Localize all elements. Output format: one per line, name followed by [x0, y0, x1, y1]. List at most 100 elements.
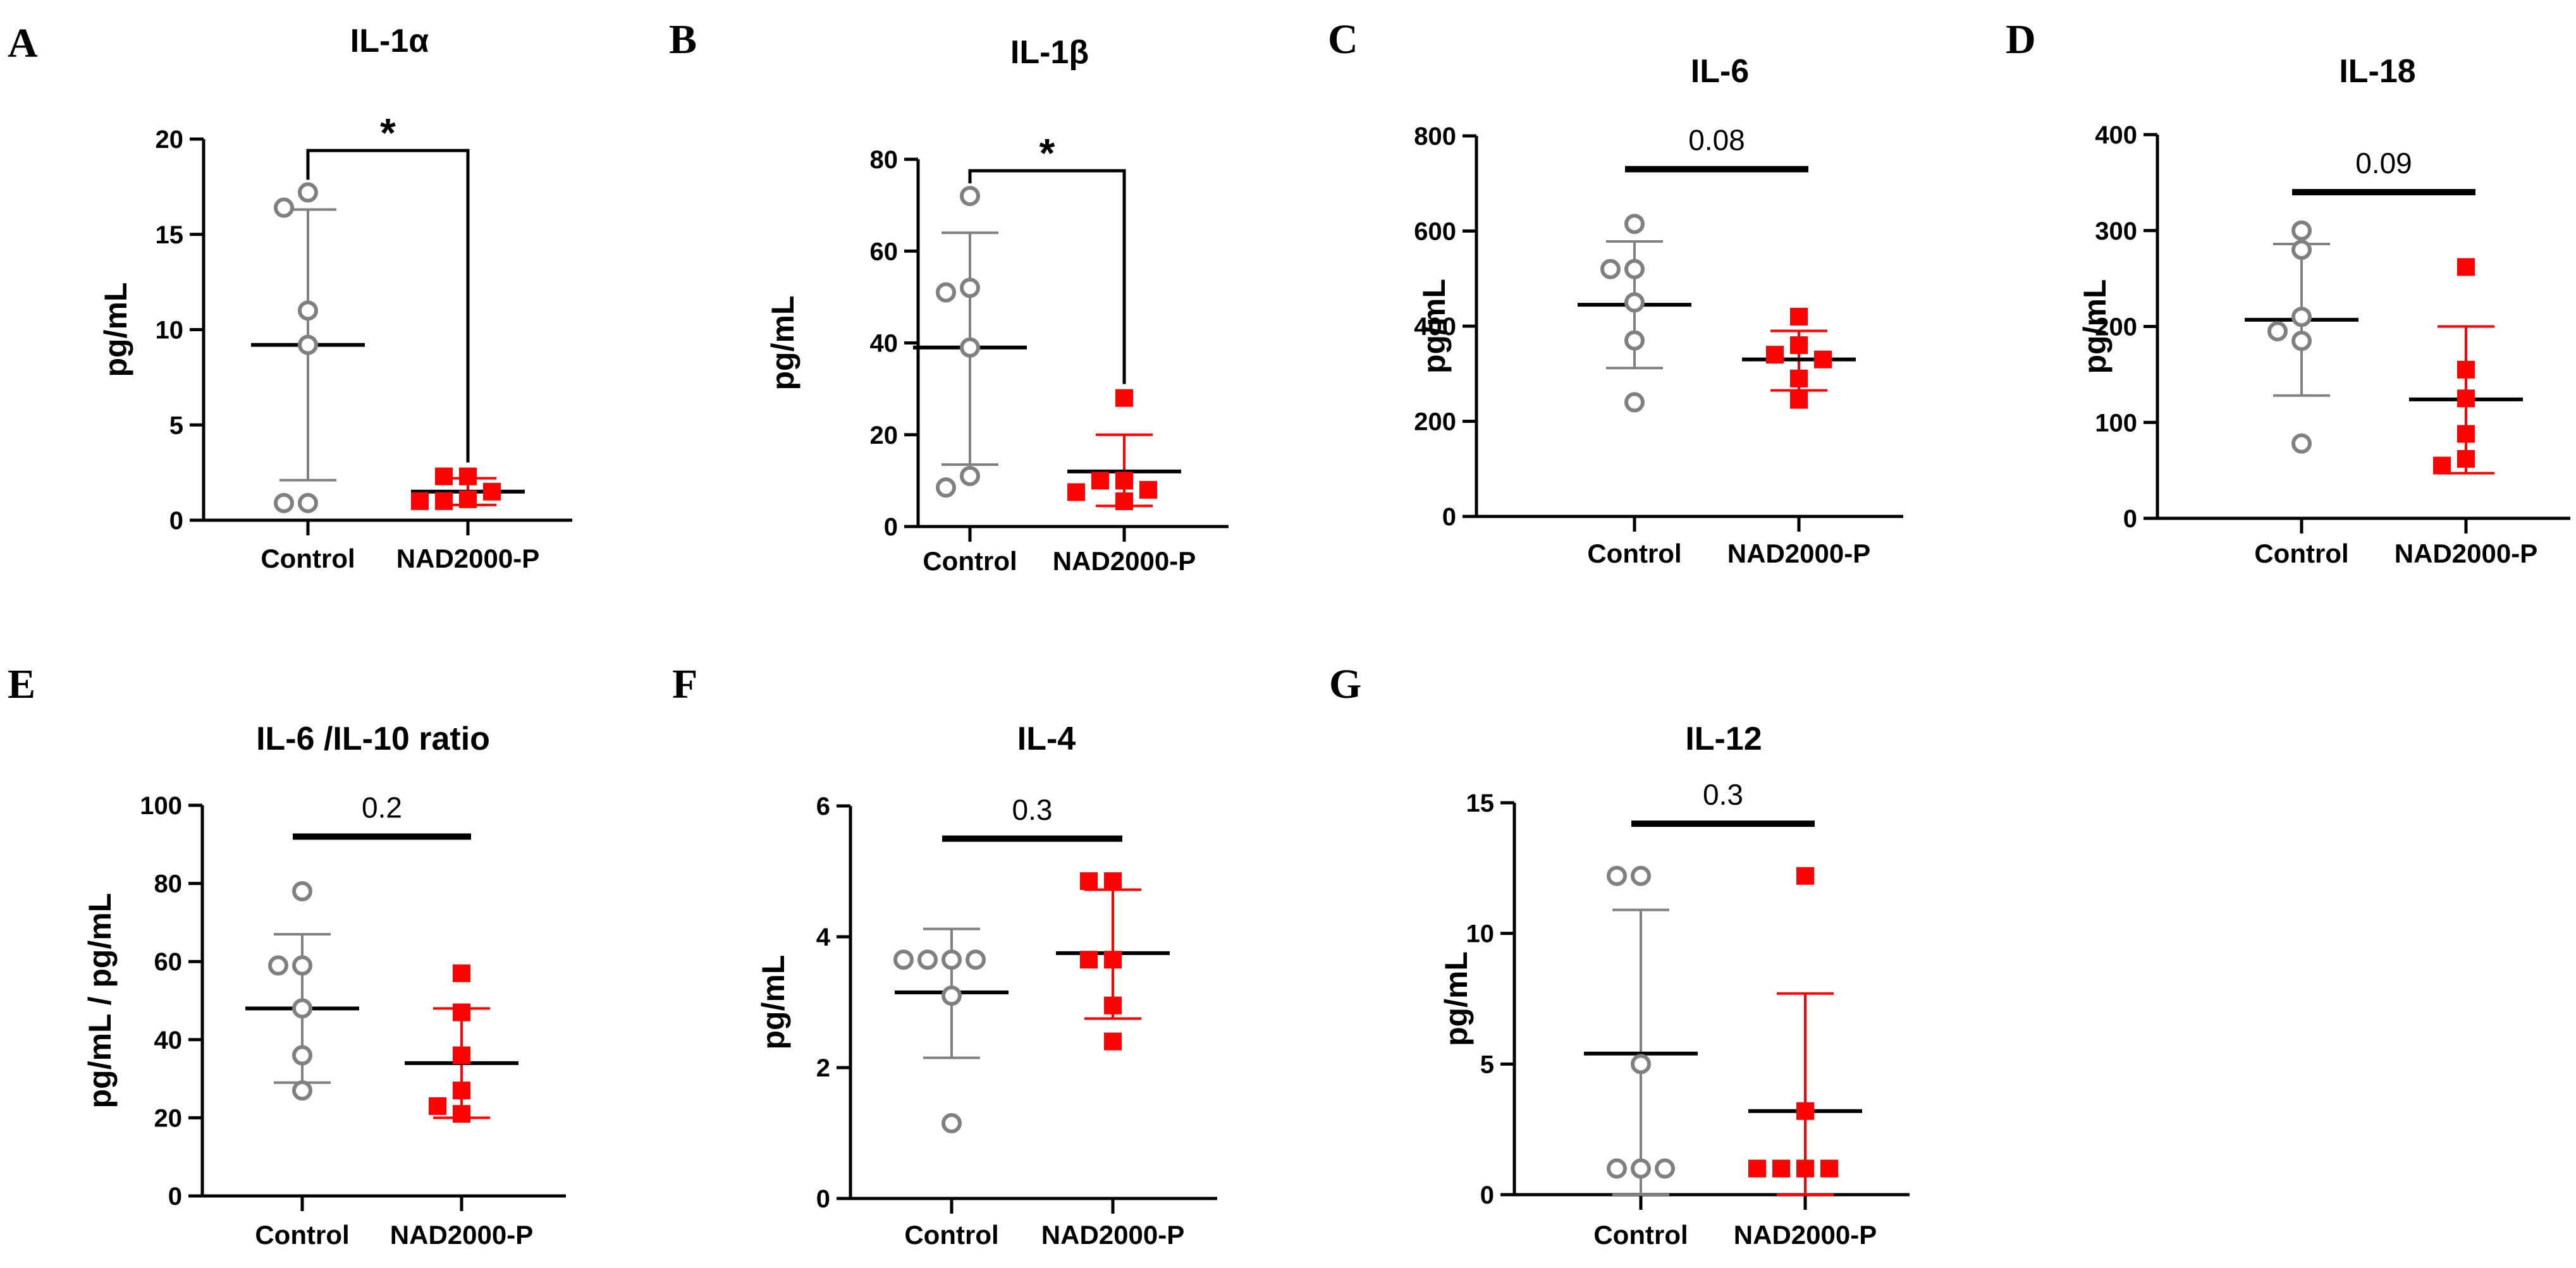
- significance-bracket-a: [306, 149, 470, 463]
- data-point-c-control: [1624, 259, 1645, 279]
- data-point-a-treated: [435, 467, 453, 485]
- y-tick-label-e: 100: [140, 792, 182, 820]
- data-point-f-treated: [1080, 872, 1098, 891]
- category-label-e: Control: [255, 1220, 349, 1250]
- data-point-d-control: [2291, 433, 2312, 454]
- data-point-e-treated: [453, 1046, 470, 1064]
- y-tick-label-a: 20: [156, 126, 184, 154]
- data-point-c-control: [1624, 330, 1645, 351]
- data-point-g-treated: [1772, 1159, 1790, 1178]
- significance-label-f: 0.3: [1012, 793, 1053, 826]
- panel-letter-c: C: [1328, 16, 1358, 63]
- panel-letter-a: A: [8, 20, 38, 66]
- data-point-e-control: [292, 881, 312, 901]
- panel-letter-f: F: [672, 661, 697, 707]
- y-tick-label-f: 0: [816, 1185, 830, 1213]
- data-point-a-treated: [459, 467, 477, 485]
- data-point-c-treated: [1790, 307, 1808, 326]
- data-point-d-control: [2267, 321, 2288, 342]
- y-tick-label-e: 20: [154, 1104, 183, 1132]
- y-tick-label-e: 40: [154, 1027, 183, 1054]
- data-point-d-treated: [2457, 258, 2475, 276]
- data-point-a-control: [298, 334, 318, 355]
- category-label-f: Control: [904, 1220, 998, 1250]
- data-point-e-treated: [453, 1003, 470, 1021]
- data-point-b-control: [960, 337, 980, 358]
- significance-bracket-b: [968, 169, 1126, 384]
- data-point-b-treated: [1139, 480, 1157, 499]
- y-tick-label-c: 0: [1442, 503, 1456, 531]
- data-point-d-treated: [2433, 456, 2451, 475]
- data-point-f-control: [893, 949, 914, 970]
- significance-label-d: 0.09: [2355, 147, 2412, 180]
- data-point-e-control: [292, 1080, 312, 1101]
- chart-title-d: IL-18: [2339, 53, 2415, 90]
- data-point-g-treated: [1748, 1159, 1766, 1178]
- y-tick-label-b: 0: [884, 513, 898, 541]
- y-tick-label-d: 400: [2095, 121, 2137, 149]
- category-label-b: NAD2000-P: [1053, 546, 1196, 576]
- significance-label-b: *: [1040, 130, 1055, 176]
- category-label-c: Control: [1587, 539, 1681, 568]
- y-tick-label-b: 60: [870, 238, 899, 265]
- panel-letter-d: D: [2006, 16, 2036, 63]
- data-point-c-control: [1624, 214, 1645, 235]
- data-point-b-control: [960, 466, 980, 487]
- data-point-d-control: [2291, 220, 2312, 241]
- data-point-a-treated: [459, 490, 477, 508]
- data-point-g-treated: [1820, 1159, 1838, 1178]
- y-tick-label-f: 2: [816, 1054, 830, 1082]
- data-point-f-control: [917, 949, 938, 970]
- data-point-a-treated: [411, 492, 429, 510]
- y-axis-label-e: pg/mL / pg/mL: [82, 893, 118, 1109]
- y-tick-label-f: 4: [816, 924, 831, 951]
- data-point-a-control: [298, 300, 318, 321]
- significance-label-c: 0.08: [1688, 124, 1745, 157]
- category-label-a: NAD2000-P: [396, 544, 539, 573]
- category-label-e: NAD2000-P: [390, 1220, 533, 1250]
- chart-title-g: IL-12: [1685, 721, 1762, 757]
- data-point-d-treated: [2457, 449, 2475, 468]
- data-point-g-control: [1631, 1054, 1651, 1075]
- data-point-e-treated: [453, 964, 470, 982]
- data-point-d-control: [2291, 331, 2312, 351]
- data-point-g-control: [1631, 865, 1651, 886]
- chart-title-b: IL-1β: [1010, 34, 1089, 71]
- chart-title-f: IL-4: [1017, 721, 1076, 757]
- data-point-g-control: [1607, 1158, 1627, 1179]
- y-axis-label-c: pg/mL: [1416, 279, 1452, 374]
- data-point-f-treated: [1104, 1032, 1122, 1051]
- data-point-b-treated: [1115, 389, 1133, 407]
- panel-letter-g: G: [1329, 661, 1361, 707]
- category-label-d: Control: [2254, 539, 2348, 568]
- data-point-d-treated: [2457, 389, 2475, 408]
- category-label-g: Control: [1593, 1220, 1688, 1250]
- y-tick-label-g: 5: [1480, 1051, 1494, 1078]
- data-point-b-control: [936, 282, 956, 303]
- y-tick-label-e: 0: [168, 1183, 182, 1210]
- data-point-f-treated: [1104, 951, 1122, 969]
- data-point-f-control: [941, 1113, 962, 1133]
- y-tick-label-e: 80: [154, 870, 183, 898]
- data-point-a-control: [274, 492, 294, 513]
- y-axis-label-a: pg/mL: [98, 283, 133, 377]
- data-point-g-control: [1607, 865, 1627, 886]
- data-point-g-control: [1631, 1158, 1651, 1179]
- data-point-b-treated: [1115, 472, 1133, 490]
- data-point-a-control: [298, 182, 318, 203]
- data-point-g-treated: [1796, 1159, 1814, 1178]
- data-point-a-control: [298, 492, 318, 513]
- data-point-b-treated: [1091, 472, 1109, 490]
- data-point-b-treated: [1067, 483, 1085, 501]
- y-tick-label-g: 10: [1466, 920, 1495, 948]
- data-point-c-treated: [1790, 369, 1808, 387]
- significance-label-e: 0.2: [362, 791, 402, 824]
- data-point-g-control: [1655, 1158, 1675, 1179]
- y-tick-label-b: 20: [870, 422, 899, 449]
- y-tick-label-d: 200: [2095, 314, 2137, 341]
- data-point-a-treated: [483, 482, 501, 501]
- y-tick-label-c: 800: [1414, 123, 1456, 150]
- category-label-c: NAD2000-P: [1727, 539, 1870, 568]
- y-tick-label-a: 0: [169, 507, 183, 535]
